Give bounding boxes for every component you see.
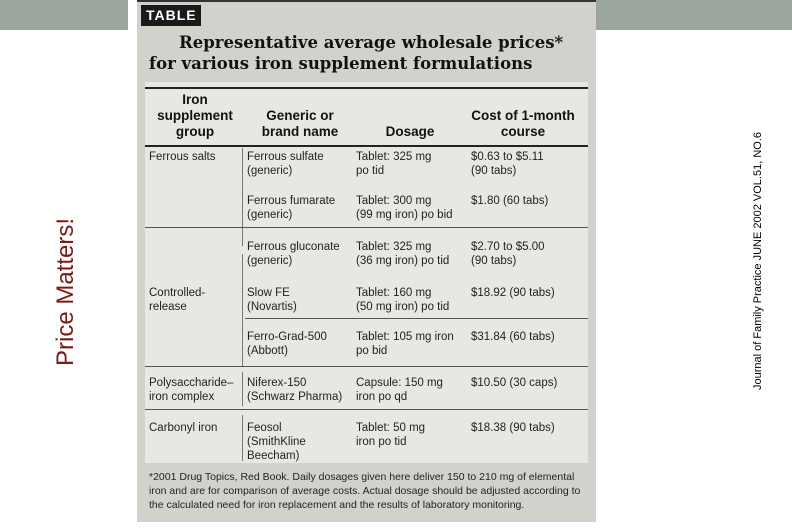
table-cell-name: Ferro-Grad-500 (Abbott) — [247, 331, 327, 357]
row-divider — [145, 227, 588, 228]
journal-citation: Journal of Family Practice JUNE 2002 VOL… — [752, 132, 764, 390]
table-cell-dosage: Tablet: 105 mg iron po bid — [356, 331, 454, 357]
table-cell-cost: $10.50 (30 caps) — [471, 377, 558, 389]
header-cost: Cost of 1-month course — [471, 108, 575, 139]
table-card: TABLE Representative average wholesale p… — [137, 0, 596, 522]
table-cell-cost: $1.80 (60 tabs) — [471, 195, 549, 207]
row-divider — [245, 318, 588, 319]
group-divider — [242, 415, 243, 461]
table-cell-cost: $0.63 to $5.11 (90 tabs) — [471, 151, 544, 177]
table-title-line-2: for various iron supplement formulations — [149, 54, 533, 73]
table-cell-name: Feosol (SmithKline Beecham) — [247, 422, 306, 462]
group-divider — [242, 372, 243, 406]
card-top-rule — [137, 0, 596, 2]
table-top-rule — [145, 87, 588, 89]
table-cell-group: Ferrous salts — [149, 151, 216, 163]
table-cell-group: Polysaccharide– iron complex — [149, 377, 234, 403]
header-group: Iron supplement group — [157, 92, 233, 139]
corner-bar-right — [596, 0, 792, 30]
price-table: Iron supplement group Generic or brand n… — [145, 82, 588, 463]
table-tag: TABLE — [141, 5, 201, 26]
table-cell-group: Carbonyl iron — [149, 422, 218, 434]
header-dosage: Dosage — [385, 124, 435, 139]
table-cell-name: Ferrous gluconate (generic) — [247, 241, 340, 267]
header-bottom-rule — [145, 145, 588, 147]
row-divider — [145, 366, 588, 367]
table-cell-cost: $2.70 to $5.00 (90 tabs) — [471, 241, 545, 267]
table-cell-name: Ferrous fumarate (generic) — [247, 195, 336, 221]
table-cell-dosage: Tablet: 325 mg po tid — [356, 151, 432, 177]
table-title-line-1: Representative average wholesale prices* — [179, 33, 564, 52]
table-cell-cost: $18.92 (90 tabs) — [471, 287, 555, 299]
table-cell-group: Controlled- release — [149, 287, 206, 313]
table-footnote: *2001 Drug Topics, Red Book. Daily dosag… — [149, 471, 581, 511]
side-title: Price Matters! — [52, 217, 79, 366]
table-cell-name: Ferrous sulfate (generic) — [247, 151, 324, 177]
table-cell-name: Slow FE (Novartis) — [247, 287, 297, 313]
header-name: Generic or brand name — [261, 108, 339, 139]
group-divider — [242, 254, 243, 366]
table-cell-dosage: Capsule: 150 mg iron po qd — [356, 377, 443, 403]
table-cell-cost: $31.84 (60 tabs) — [471, 331, 555, 343]
table-cell-dosage: Tablet: 50 mg iron po tid — [356, 422, 426, 448]
row-divider — [145, 409, 588, 410]
table-title: Representative average wholesale prices*… — [149, 32, 589, 74]
table-cell-name: Niferex-150 (Schwarz Pharma) — [247, 377, 343, 403]
table-cell-dosage: Tablet: 325 mg (36 mg iron) po tid — [356, 241, 450, 267]
table-cell-dosage: Tablet: 160 mg (50 mg iron) po tid — [356, 287, 450, 313]
table-cell-dosage: Tablet: 300 mg (99 mg iron) po bid — [356, 195, 453, 221]
group-divider — [242, 148, 243, 246]
table-cell-cost: $18.38 (90 tabs) — [471, 422, 555, 434]
corner-bar-left — [0, 0, 128, 30]
